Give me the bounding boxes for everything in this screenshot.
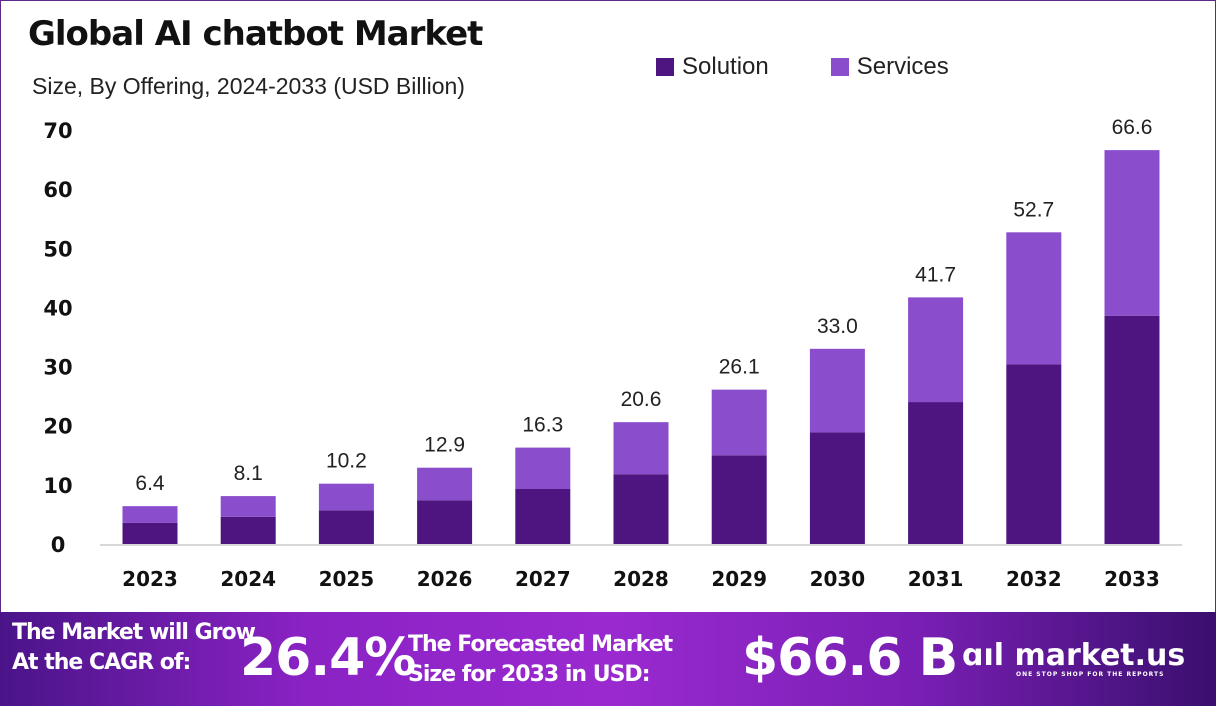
chart-subtitle: Size, By Offering, 2024-2033 (USD Billio… [32, 73, 465, 99]
bar-services-2032 [1006, 232, 1062, 365]
data-label-total: 41.7 [915, 263, 956, 286]
y-tick-label: 50 [43, 237, 72, 261]
bar-solution-2025 [318, 510, 374, 544]
forecast-caption-line2: Size for 2033 in USD: [408, 662, 650, 687]
x-tick-label: 2033 [1104, 567, 1160, 591]
y-tick-label: 60 [43, 178, 72, 202]
legend-label-services: Services [856, 53, 949, 80]
legend-item-solution: Solution [656, 53, 769, 81]
bar-services-2028 [613, 422, 669, 475]
data-label-total: 33.0 [817, 315, 858, 338]
x-tick-label: 2024 [220, 567, 276, 591]
data-label-total: 20.6 [621, 388, 662, 411]
x-tick-label: 2027 [515, 567, 571, 591]
logo-text: market.us [1014, 638, 1186, 673]
x-tick-label: 2032 [1006, 567, 1062, 591]
legend-label-solution: Solution [682, 53, 769, 80]
cagr-caption-line2: At the CAGR of: [12, 650, 191, 675]
x-tick-label: 2025 [319, 567, 375, 591]
data-label-total: 12.9 [424, 434, 465, 457]
logo-tagline: ONE STOP SHOP FOR THE REPORTS [1016, 671, 1165, 678]
x-tick-label: 2031 [908, 567, 964, 591]
bar-solution-2030 [809, 432, 865, 544]
legend-swatch-solution [656, 58, 674, 76]
data-label-total: 66.6 [1112, 116, 1153, 139]
data-label-total: 8.1 [234, 462, 263, 485]
bar-solution-2024 [220, 516, 276, 544]
x-tick-label: 2023 [122, 567, 178, 591]
bar-solution-2023 [122, 522, 178, 544]
bar-services-2025 [318, 483, 374, 511]
y-tick-label: 0 [51, 533, 66, 557]
bar-solution-2029 [711, 455, 767, 544]
bar-services-2027 [515, 447, 571, 489]
bar-solution-2026 [417, 500, 473, 544]
x-tick-label: 2028 [613, 567, 669, 591]
logo-mark-icon: ɑ︎ıl [962, 638, 1015, 673]
chart-title: Global AI chatbot Market [28, 14, 483, 54]
bar-services-2024 [220, 496, 276, 517]
y-tick-label: 30 [43, 356, 72, 380]
y-tick-label: 20 [43, 415, 72, 439]
marketus-logo: ɑ︎ıl market.us ONE STOP SHOP FOR THE REPO… [962, 638, 1185, 678]
cagr-caption: The Market will Grow At the CAGR of: [12, 618, 256, 678]
data-label-total: 52.7 [1013, 198, 1054, 221]
bar-services-2030 [809, 348, 865, 433]
bar-solution-2028 [613, 474, 669, 544]
bar-services-2033 [1104, 150, 1160, 316]
forecast-caption: The Forecasted Market Size for 2033 in US… [408, 630, 673, 690]
bar-solution-2032 [1006, 364, 1062, 544]
legend: Solution Services [656, 53, 949, 81]
footer-banner: The Market will Grow At the CAGR of: 26.4… [0, 612, 1216, 706]
bar-services-2031 [908, 297, 964, 403]
bar-services-2026 [417, 467, 473, 501]
data-label-total: 26.1 [719, 356, 760, 379]
x-tick-label: 2026 [417, 567, 473, 591]
bar-services-2023 [122, 506, 178, 523]
legend-item-services: Services [830, 53, 949, 81]
x-tick-label: 2029 [711, 567, 767, 591]
y-tick-label: 10 [43, 474, 72, 498]
bar-solution-2027 [515, 488, 571, 544]
bar-services-2029 [711, 389, 767, 456]
data-label-total: 10.2 [326, 450, 367, 473]
chart: 0102030405060706.420238.1202410.2202512.… [43, 116, 1182, 591]
bar-solution-2033 [1104, 315, 1160, 544]
forecast-caption-line1: The Forecasted Market [408, 632, 673, 657]
y-tick-label: 40 [43, 296, 72, 320]
forecast-value: $66.6 B [742, 628, 958, 688]
x-tick-label: 2030 [810, 567, 866, 591]
data-label-total: 16.3 [522, 414, 563, 437]
legend-swatch-services [830, 58, 849, 76]
y-tick-label: 70 [43, 119, 72, 143]
cagr-caption-line1: The Market will Grow [12, 620, 256, 645]
cagr-value: 26.4% [240, 628, 416, 688]
bar-solution-2031 [908, 402, 964, 544]
data-label-total: 6.4 [135, 472, 165, 495]
